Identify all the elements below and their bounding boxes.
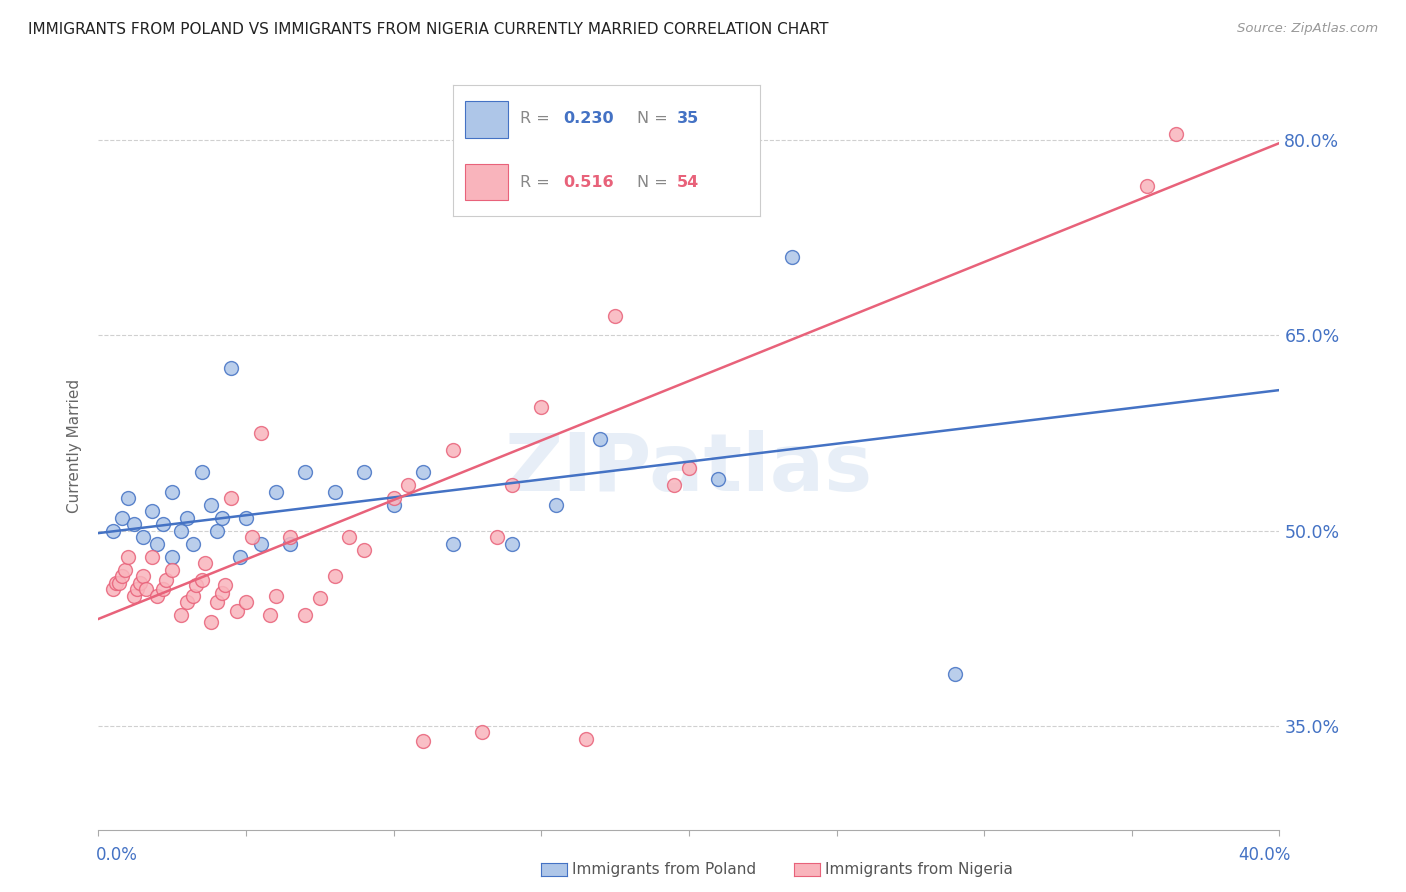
Point: [132, 530, 155, 544]
Point: [486, 530, 509, 544]
Point: [200, 615, 222, 629]
Point: [176, 595, 198, 609]
Point: [259, 607, 281, 622]
Point: [105, 575, 128, 590]
Point: [441, 536, 464, 550]
Point: [146, 589, 169, 603]
Point: [280, 536, 302, 550]
Point: [111, 569, 134, 583]
Point: [162, 484, 183, 499]
Point: [114, 562, 136, 576]
Point: [135, 582, 157, 596]
Point: [501, 536, 523, 550]
Point: [323, 569, 346, 583]
Point: [141, 504, 163, 518]
Point: [162, 549, 183, 564]
Point: [117, 491, 139, 505]
Point: [943, 666, 966, 681]
Point: [226, 604, 249, 618]
Point: [184, 578, 207, 592]
Point: [211, 510, 233, 524]
Point: [221, 361, 243, 376]
Point: [250, 536, 273, 550]
Point: [294, 607, 316, 622]
Point: [111, 510, 134, 524]
Point: [264, 484, 287, 499]
Point: [264, 589, 287, 603]
Point: [128, 575, 150, 590]
Point: [205, 595, 228, 609]
Point: [162, 562, 183, 576]
Point: [235, 510, 257, 524]
Point: [170, 524, 193, 538]
Point: [353, 543, 375, 558]
Point: [398, 478, 420, 492]
Point: [530, 400, 553, 414]
Point: [194, 556, 217, 570]
Point: [146, 536, 169, 550]
Point: [546, 498, 568, 512]
Point: [152, 582, 174, 596]
Point: [589, 433, 612, 447]
Point: [170, 607, 193, 622]
Point: [235, 595, 257, 609]
Point: [382, 498, 405, 512]
Text: Source: ZipAtlas.com: Source: ZipAtlas.com: [1237, 22, 1378, 36]
Text: 0.0%: 0.0%: [96, 846, 138, 863]
Point: [664, 478, 686, 492]
Text: Immigrants from Nigeria: Immigrants from Nigeria: [825, 863, 1014, 877]
Point: [501, 478, 523, 492]
Point: [250, 425, 273, 440]
Point: [782, 251, 804, 265]
Point: [412, 734, 434, 748]
Point: [103, 582, 125, 596]
Point: [575, 731, 598, 746]
Point: [214, 578, 236, 592]
Point: [191, 573, 214, 587]
Y-axis label: Currently Married: Currently Married: [67, 379, 83, 513]
Point: [294, 465, 316, 479]
Point: [412, 465, 434, 479]
Point: [205, 524, 228, 538]
Point: [125, 582, 148, 596]
Point: [181, 536, 204, 550]
Point: [155, 573, 177, 587]
Point: [229, 549, 252, 564]
Point: [221, 491, 243, 505]
Point: [191, 465, 214, 479]
Point: [103, 524, 125, 538]
Point: [122, 589, 145, 603]
Point: [176, 510, 198, 524]
Point: [323, 484, 346, 499]
Point: [678, 461, 700, 475]
Point: [117, 549, 139, 564]
Point: [707, 471, 730, 485]
Point: [339, 530, 361, 544]
Point: [605, 309, 627, 323]
Point: [309, 591, 332, 606]
Point: [132, 569, 155, 583]
Text: ZIPatlas: ZIPatlas: [505, 430, 873, 508]
Point: [200, 498, 222, 512]
Point: [1136, 178, 1159, 193]
Text: 40.0%: 40.0%: [1239, 846, 1291, 863]
Text: IMMIGRANTS FROM POLAND VS IMMIGRANTS FROM NIGERIA CURRENTLY MARRIED CORRELATION : IMMIGRANTS FROM POLAND VS IMMIGRANTS FRO…: [28, 22, 828, 37]
Point: [122, 516, 145, 531]
Text: Immigrants from Poland: Immigrants from Poland: [572, 863, 756, 877]
Point: [471, 725, 494, 739]
Point: [441, 442, 464, 457]
Point: [108, 575, 131, 590]
Point: [280, 530, 302, 544]
Point: [353, 465, 375, 479]
Point: [152, 516, 174, 531]
Point: [382, 491, 405, 505]
Point: [211, 586, 233, 600]
Point: [141, 549, 163, 564]
Point: [181, 589, 204, 603]
Point: [1166, 127, 1188, 141]
Point: [240, 530, 263, 544]
